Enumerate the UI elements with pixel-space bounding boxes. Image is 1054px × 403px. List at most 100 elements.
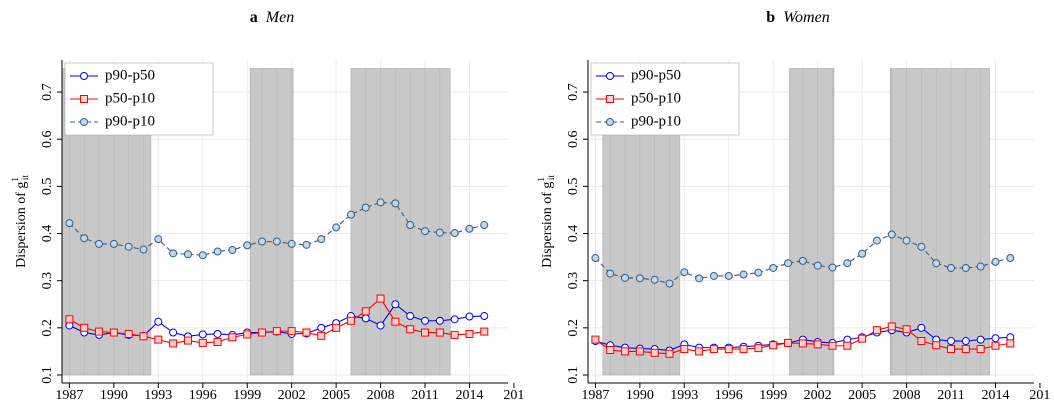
marker: [724, 345, 733, 354]
marker: [317, 235, 326, 244]
x-tick-label: 1987: [55, 388, 83, 403]
marker: [665, 349, 674, 358]
shaded-period: [249, 68, 294, 376]
marker: [754, 344, 763, 353]
marker: [976, 345, 985, 354]
marker: [450, 330, 459, 339]
y-tick-label: 0.1: [566, 366, 581, 384]
marker: [724, 271, 733, 280]
marker: [680, 268, 689, 277]
marker: [1006, 254, 1015, 263]
x-tick-label: 1990: [626, 388, 654, 403]
marker: [709, 271, 718, 280]
marker: [947, 263, 956, 272]
panel-title: a Men: [250, 9, 294, 26]
marker: [769, 263, 778, 272]
y-tick-label: 0.5: [566, 178, 581, 196]
marker: [213, 337, 222, 346]
marker: [621, 273, 630, 282]
marker: [665, 279, 674, 288]
x-tick-label: 2008: [893, 388, 921, 403]
marker: [887, 322, 896, 331]
marker: [902, 236, 911, 245]
legend-label: p90-p10: [631, 113, 681, 129]
marker: [947, 345, 956, 354]
marker: [243, 241, 252, 250]
y-tick-label: 0.2: [566, 319, 581, 337]
marker: [346, 210, 355, 219]
marker: [258, 237, 267, 246]
y-label-sub: it: [546, 175, 556, 181]
marker: [65, 315, 74, 324]
marker: [435, 228, 444, 237]
y-tick-label: 0.3: [40, 272, 55, 290]
marker: [902, 325, 911, 334]
panel-title: b Women: [766, 9, 829, 26]
marker: [272, 237, 281, 246]
marker: [332, 323, 341, 332]
marker: [843, 341, 852, 350]
shaded-period: [789, 68, 835, 376]
marker: [198, 338, 207, 347]
y-label-sup: 1: [536, 177, 546, 182]
marker: [406, 312, 415, 321]
marker: [287, 239, 296, 248]
marker: [95, 239, 104, 248]
x-tick-label: 1993: [144, 388, 172, 403]
marker: [139, 332, 148, 341]
x-tick-label: 201: [503, 388, 524, 403]
legend-label: p90-p50: [631, 67, 681, 83]
legend-label: p90-p50: [105, 67, 155, 83]
marker: [80, 323, 89, 332]
marker: [917, 323, 926, 332]
marker: [95, 327, 104, 336]
marker: [947, 337, 956, 346]
marker: [198, 251, 207, 260]
marker: [406, 221, 415, 230]
marker: [391, 199, 400, 208]
marker: [346, 316, 355, 325]
marker: [480, 312, 489, 321]
marker: [317, 331, 326, 340]
marker: [465, 312, 474, 321]
marker: [287, 327, 296, 336]
panel-label: a: [250, 9, 258, 26]
marker: [361, 314, 370, 323]
marker: [465, 224, 474, 233]
marker: [302, 328, 311, 337]
marker: [739, 270, 748, 279]
marker: [917, 242, 926, 251]
marker: [591, 335, 600, 344]
x-tick-label: 1999: [233, 388, 261, 403]
x-tick-label: 2011: [937, 388, 964, 403]
x-tick-label: 2011: [411, 388, 438, 403]
marker: [109, 239, 118, 248]
x-tick-label: 1996: [715, 388, 743, 403]
legend-marker: [606, 72, 614, 80]
y-label-text: Dispersion of g: [540, 182, 555, 268]
marker: [258, 328, 267, 337]
x-tick-label: 2014: [981, 388, 1009, 403]
marker: [606, 345, 615, 354]
marker: [169, 328, 178, 337]
legend-marker: [80, 118, 88, 126]
marker: [406, 325, 415, 334]
marker: [828, 341, 837, 350]
marker: [169, 249, 178, 258]
panel-name: Women: [783, 9, 830, 26]
marker: [813, 340, 822, 349]
marker: [317, 323, 326, 332]
y-axis-label: Dispersion of g1it: [10, 175, 30, 268]
y-tick-label: 0.7: [40, 83, 55, 101]
legend-marker: [606, 95, 614, 103]
marker: [739, 345, 748, 354]
marker: [376, 294, 385, 303]
marker: [961, 337, 970, 346]
marker: [139, 245, 148, 254]
marker: [228, 333, 237, 342]
marker: [421, 328, 430, 337]
marker: [961, 263, 970, 272]
marker: [435, 328, 444, 337]
marker: [680, 345, 689, 354]
